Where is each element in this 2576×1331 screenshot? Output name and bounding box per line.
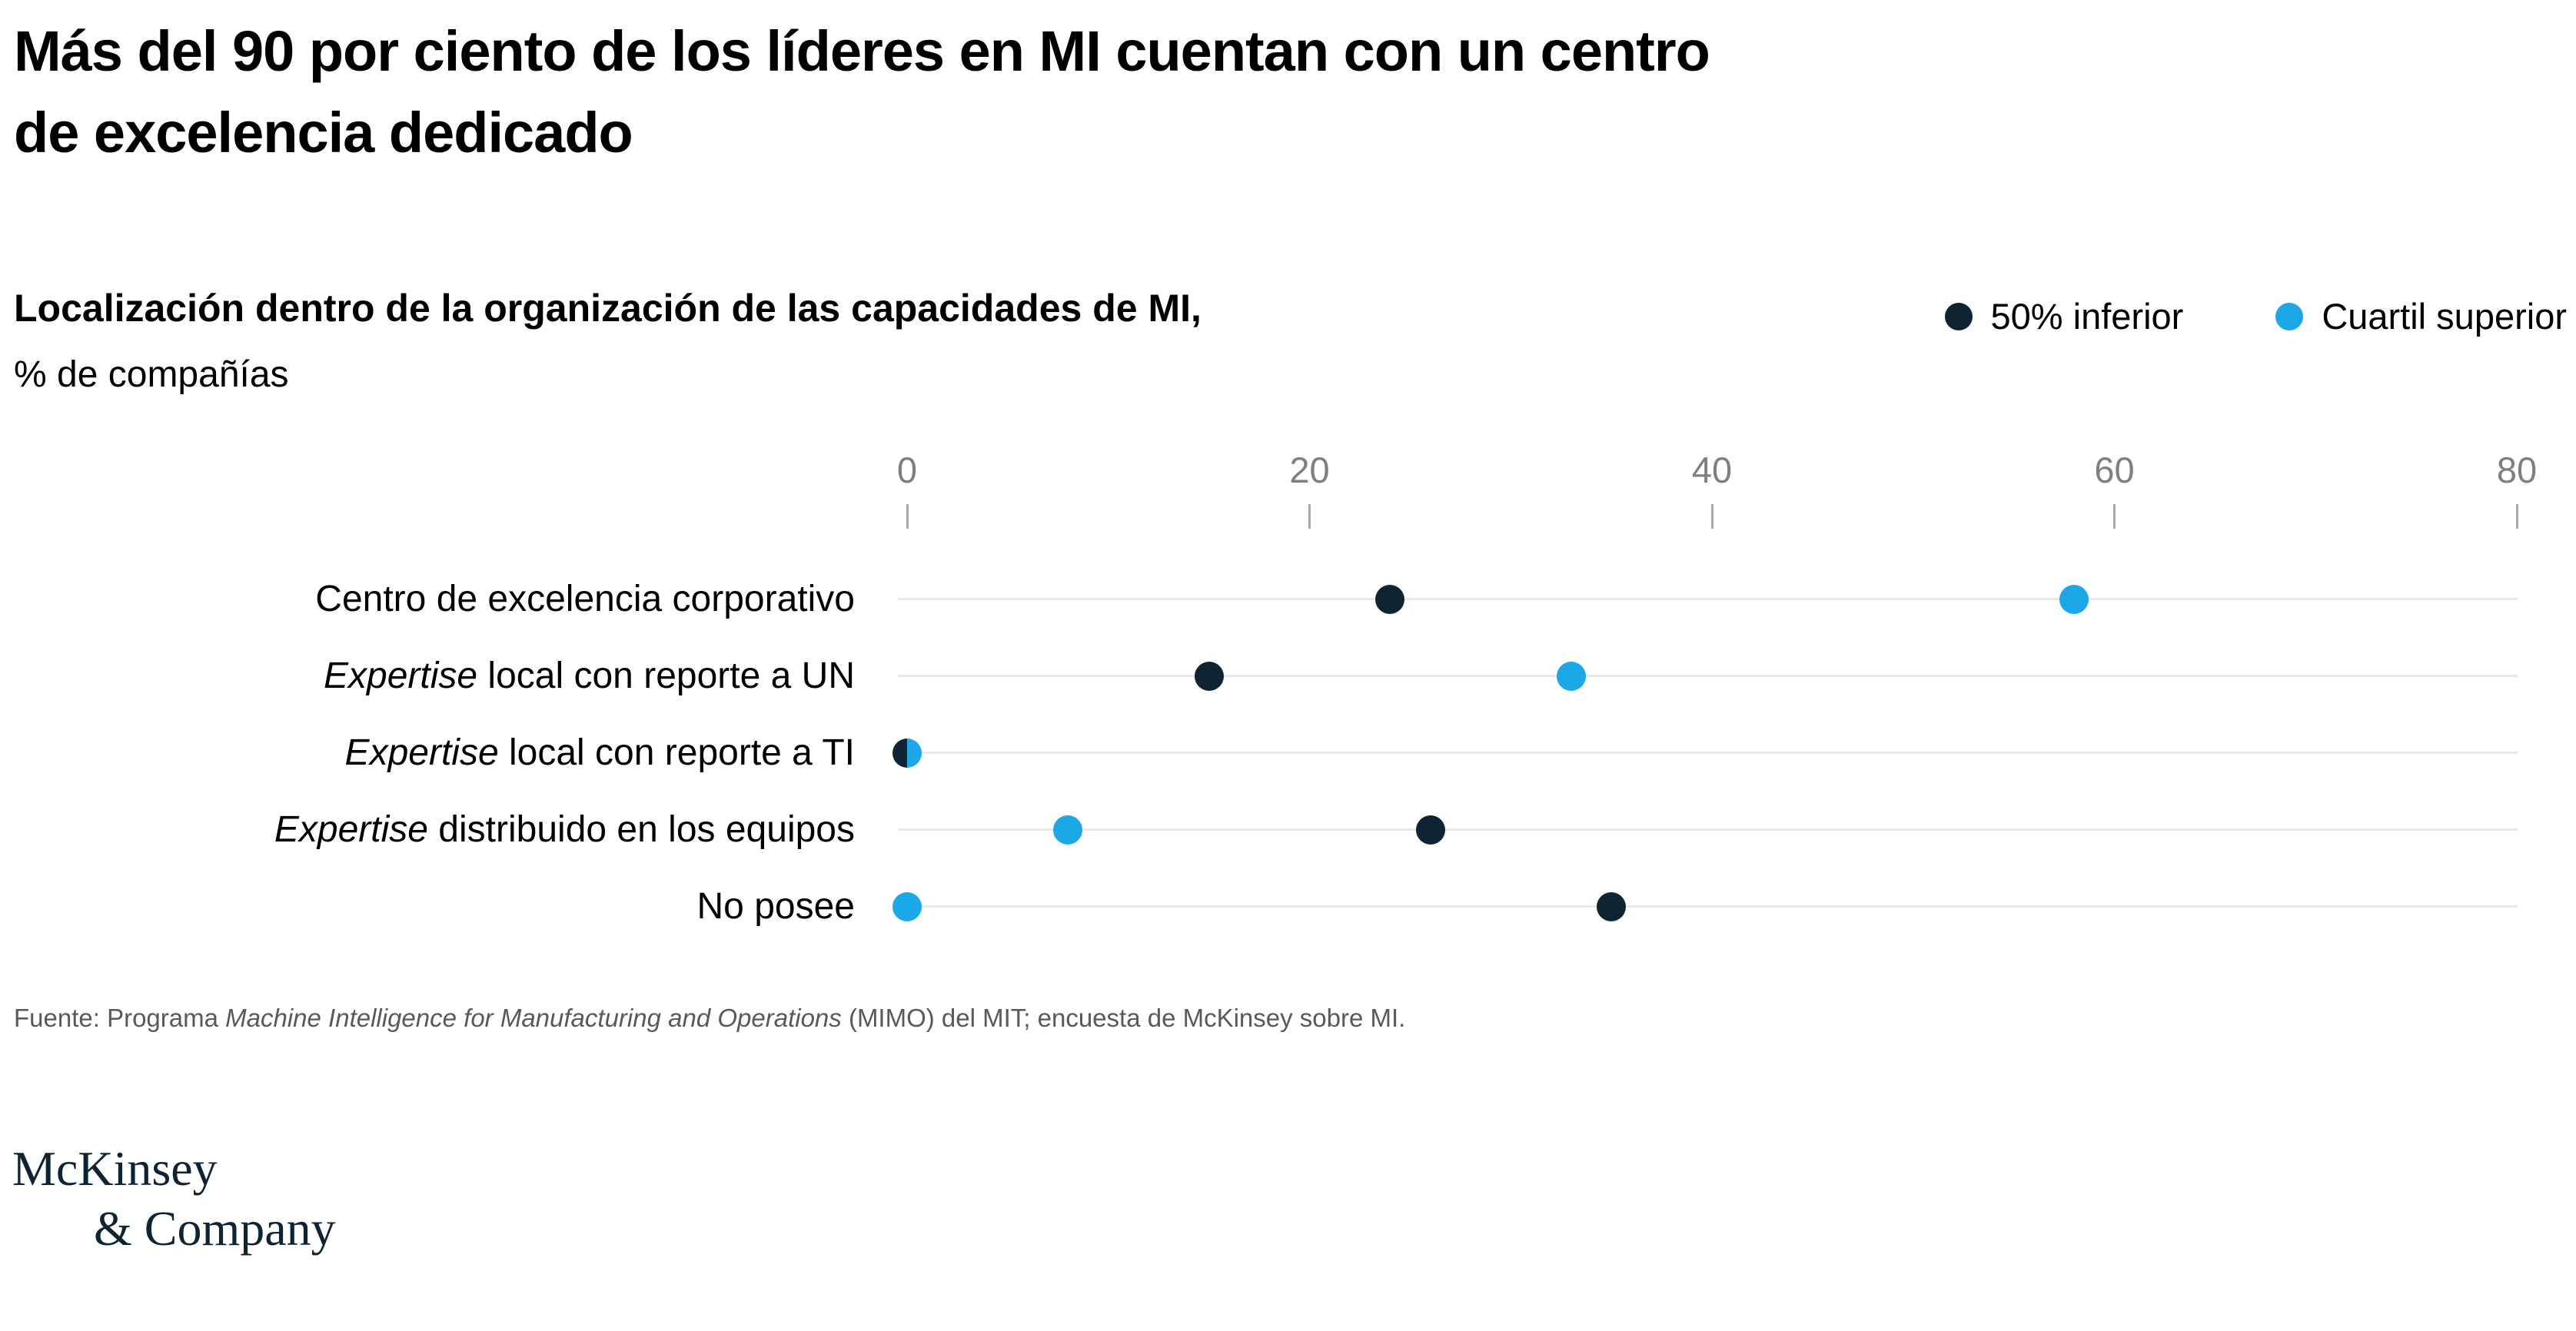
source-program-name: Machine Intelligence for Manufacturing a… [225, 1004, 842, 1032]
legend-dot [2275, 302, 2304, 330]
data-dot-top-quartile [892, 892, 922, 921]
data-dot-bottom50 [1375, 585, 1405, 614]
data-dot-overlap [892, 739, 922, 768]
category-grid-line [898, 905, 2518, 908]
data-dot-bottom50 [1415, 815, 1445, 845]
logo-line2: & Company [94, 1201, 336, 1256]
source-suffix: (MIMO) del MIT; encuesta de McKinsey sob… [841, 1004, 1406, 1032]
x-axis-tick-label: 80 [2496, 450, 2538, 490]
x-axis-tick-mark [2113, 504, 2116, 529]
mckinsey-logo: McKinsey & Company [12, 1139, 336, 1259]
legend-dot [1944, 302, 1973, 330]
source-note: Fuente: Programa Machine Intelligence fo… [14, 1004, 1405, 1033]
chart-subtitle: Localización dentro de la organización d… [14, 287, 1202, 330]
data-dot-bottom50 [1194, 662, 1224, 691]
legend-item: Cuartil superior [2275, 295, 2567, 337]
category-grid-line [898, 752, 2518, 754]
x-axis-tick-label: 0 [896, 450, 918, 490]
category-label-italic: Expertise [324, 656, 478, 696]
data-dot-bottom50 [1597, 892, 1627, 921]
category-label: Centro de excelencia corporativo [315, 579, 855, 619]
data-dot-top-quartile [2059, 585, 2089, 614]
category-label: Expertise distribuido en los equipos [274, 809, 855, 850]
x-axis-tick-mark [2515, 504, 2518, 529]
data-dot-top-quartile [1053, 815, 1083, 845]
legend-label: 50% inferior [1990, 296, 2184, 337]
x-axis-tick-mark [1308, 504, 1311, 529]
category-label: Expertise local con reporte a TI [344, 732, 855, 773]
page-title: Más del 90 por ciento de los líderes en … [14, 11, 1710, 174]
x-axis-tick-label: 60 [2094, 450, 2135, 490]
category-label: No posee [696, 886, 855, 927]
x-axis-tick-mark [1710, 504, 1713, 529]
chart-unit-label: % de compañías [14, 354, 289, 395]
category-label-italic: Expertise [274, 809, 428, 850]
category-label-italic: Expertise [344, 732, 499, 773]
x-axis-tick-label: 20 [1289, 450, 1330, 490]
category-label: Expertise local con reporte a UN [324, 656, 855, 696]
logo-line1: McKinsey [12, 1141, 218, 1196]
x-axis-tick-label: 40 [1691, 450, 1733, 490]
page-title-line1: Más del 90 por ciento de los líderes en … [14, 19, 1710, 83]
data-dot-top-quartile [1556, 662, 1586, 691]
chart-legend: 50% inferior Cuartil superior [1944, 295, 2567, 337]
category-grid-line [898, 675, 2518, 677]
legend-item: 50% inferior [1944, 295, 2184, 337]
category-grid-line [898, 598, 2518, 600]
source-prefix: Fuente: Programa [14, 1004, 226, 1032]
page-title-line2: de excelencia dedicado [14, 101, 633, 164]
x-axis-tick-mark [906, 504, 909, 529]
legend-label: Cuartil superior [2322, 296, 2567, 337]
category-grid-line [898, 828, 2518, 831]
